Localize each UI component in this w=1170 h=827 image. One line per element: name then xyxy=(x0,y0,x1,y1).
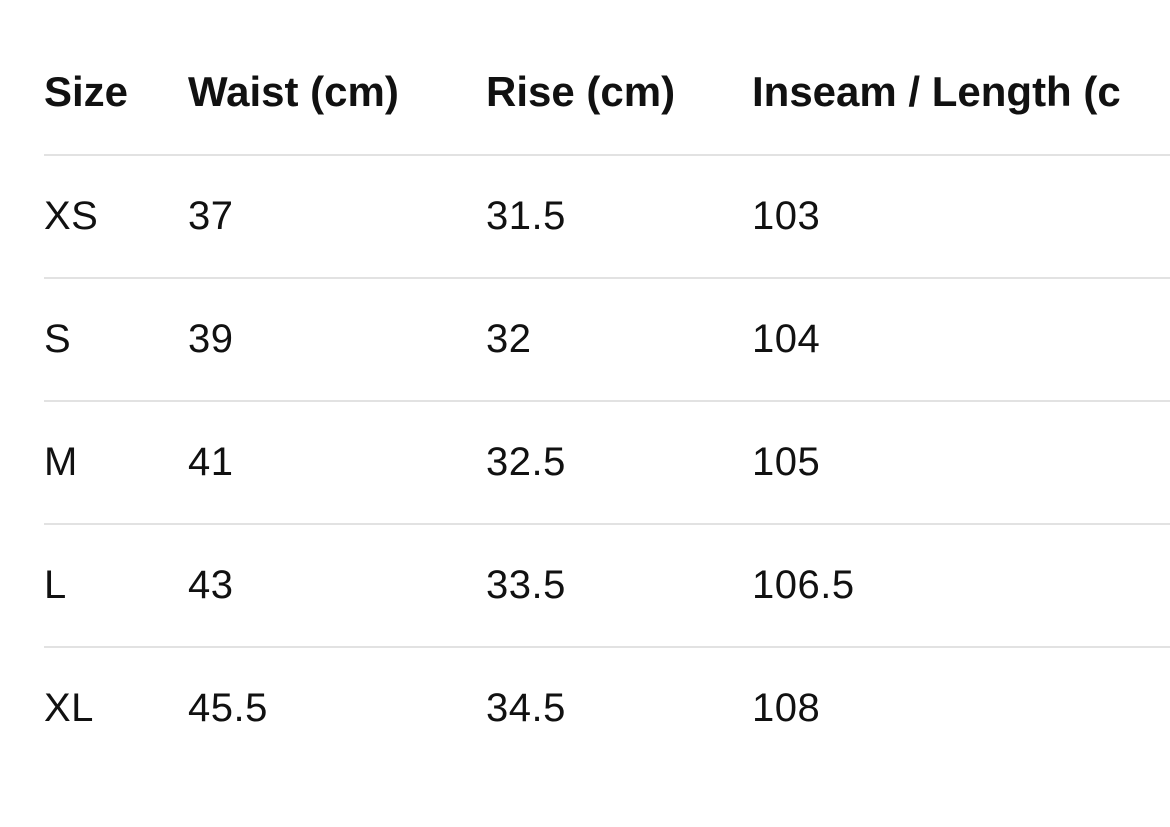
size-cell: M xyxy=(44,440,78,484)
measure-cell: 105 xyxy=(752,440,821,484)
divider xyxy=(44,277,1170,279)
measure-cell: 41 xyxy=(188,440,234,484)
divider xyxy=(44,523,1170,525)
measure-cell: 108 xyxy=(752,686,821,730)
size-cell: XL xyxy=(44,686,94,730)
measure-cell: 43 xyxy=(188,563,234,607)
size-cell: XS xyxy=(44,194,99,238)
measure-cell: 39 xyxy=(188,317,234,361)
measure-cell: 37 xyxy=(188,194,234,238)
measure-cell: 106.5 xyxy=(752,563,855,607)
size-cell: L xyxy=(44,563,67,607)
divider xyxy=(44,646,1170,648)
size-cell: S xyxy=(44,317,72,361)
header-cell: Size xyxy=(44,68,129,115)
divider xyxy=(44,154,1170,156)
measure-cell: 31.5 xyxy=(486,194,566,238)
measure-cell: 32 xyxy=(486,317,532,361)
measure-cell: 33.5 xyxy=(486,563,566,607)
measure-cell: 104 xyxy=(752,317,821,361)
header-cell: Inseam / Length (c xyxy=(752,68,1121,115)
measure-cell: 103 xyxy=(752,194,821,238)
measure-cell: 32.5 xyxy=(486,440,566,484)
measure-cell: 34.5 xyxy=(486,686,566,730)
header-cell: Waist (cm) xyxy=(188,68,399,115)
divider xyxy=(44,400,1170,402)
measure-cell: 45.5 xyxy=(188,686,268,730)
header-cell: Rise (cm) xyxy=(486,68,676,115)
